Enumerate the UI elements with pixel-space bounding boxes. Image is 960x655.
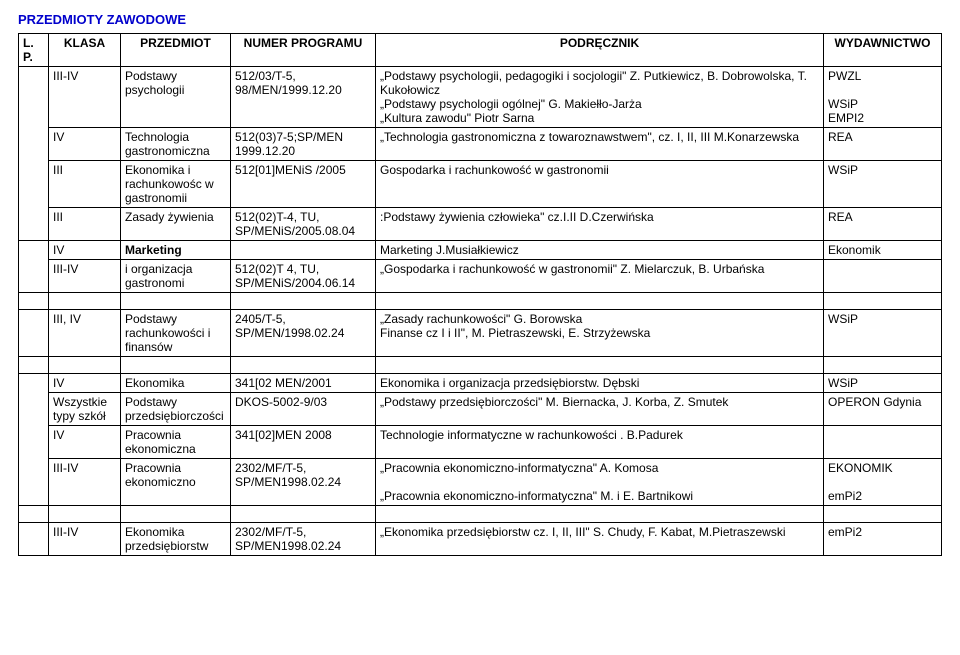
cell-pod: „Ekonomika przedsiębiorstw cz. I, II, II… — [376, 523, 824, 556]
cell-numer: 512(02)T-4, TU, SP/MENiS/2005.08.04 — [231, 208, 376, 241]
cell-przedmiot: Podstawy przedsiębiorczości — [121, 393, 231, 426]
table-row: III-IV Podstawy psychologii 512/03/T-5, … — [19, 67, 942, 128]
cell-przedmiot-label: Marketing — [125, 243, 182, 257]
cell-wyd — [824, 260, 942, 293]
spacer-row — [19, 293, 942, 310]
table-row: III-IV Ekonomika przedsiębiorstw 2302/MF… — [19, 523, 942, 556]
cell-przedmiot: Technologia gastronomiczna — [121, 128, 231, 161]
cell-pod: „Gospodarka i rachunkowość w gastronomii… — [376, 260, 824, 293]
table-header-row: L. P. KLASA PRZEDMIOT NUMER PROGRAMU POD… — [19, 34, 942, 67]
cell-numer: 2302/MF/T-5, SP/MEN1998.02.24 — [231, 459, 376, 506]
table-row: III-IV i organizacja gastronomi 512(02)T… — [19, 260, 942, 293]
cell-lp — [19, 260, 49, 293]
cell-numer: 512(03)7-5;SP/MEN 1999.12.20 — [231, 128, 376, 161]
col-przedmiot: PRZEDMIOT — [121, 34, 231, 67]
cell-lp — [19, 67, 49, 128]
col-numer: NUMER PROGRAMU — [231, 34, 376, 67]
cell-numer: DKOS-5002-9/03 — [231, 393, 376, 426]
cell-numer: 512/03/T-5, 98/MEN/1999.12.20 — [231, 67, 376, 128]
cell-pod: „Podstawy psychologii, pedagogiki i socj… — [376, 67, 824, 128]
cell-lp — [19, 161, 49, 208]
table-row: IV Marketing Marketing J.Musiałkiewicz E… — [19, 241, 942, 260]
table-row: III Zasady żywienia 512(02)T-4, TU, SP/M… — [19, 208, 942, 241]
cell-numer: 2302/MF/T-5, SP/MEN1998.02.24 — [231, 523, 376, 556]
cell-numer: 2405/T-5, SP/MEN/1998.02.24 — [231, 310, 376, 357]
cell-przedmiot: Ekonomika przedsiębiorstw — [121, 523, 231, 556]
cell-pod: „Pracownia ekonomiczno-informatyczna" A.… — [376, 459, 824, 506]
cell-klasa: III-IV — [49, 67, 121, 128]
cell-lp — [19, 523, 49, 556]
table-row: III, IV Podstawy rachunkowości i finansó… — [19, 310, 942, 357]
spacer-row — [19, 506, 942, 523]
cell-lp — [19, 459, 49, 506]
cell-klasa: III-IV — [49, 260, 121, 293]
cell-klasa: III-IV — [49, 523, 121, 556]
table-row: III-IV Pracownia ekonomiczno 2302/MF/T-5… — [19, 459, 942, 506]
cell-klasa: IV — [49, 374, 121, 393]
cell-lp — [19, 310, 49, 357]
cell-wyd: WSiP — [824, 161, 942, 208]
table-row: IV Ekonomika 341[02 MEN/2001 Ekonomika i… — [19, 374, 942, 393]
col-podrecznik: PODRĘCZNIK — [376, 34, 824, 67]
cell-lp — [19, 393, 49, 426]
cell-wyd: REA — [824, 208, 942, 241]
cell-wyd: PWZL WSiP EMPI2 — [824, 67, 942, 128]
cell-pod: Gospodarka i rachunkowość w gastronomii — [376, 161, 824, 208]
table-row: Wszystkie typy szkół Podstawy przedsiębi… — [19, 393, 942, 426]
cell-lp — [19, 241, 49, 260]
cell-wyd: Ekonomik — [824, 241, 942, 260]
cell-numer: 341[02]MEN 2008 — [231, 426, 376, 459]
cell-przedmiot: Podstawy rachunkowości i finansów — [121, 310, 231, 357]
cell-przedmiot: Pracownia ekonomiczno — [121, 459, 231, 506]
cell-pod: Ekonomika i organizacja przedsiębiorstw.… — [376, 374, 824, 393]
cell-klasa: IV — [49, 128, 121, 161]
cell-pod: „Podstawy przedsiębiorczości" M. Biernac… — [376, 393, 824, 426]
cell-klasa: IV — [49, 426, 121, 459]
cell-pod: Marketing J.Musiałkiewicz — [376, 241, 824, 260]
cell-przedmiot: Ekonomika — [121, 374, 231, 393]
table-row: IV Pracownia ekonomiczna 341[02]MEN 2008… — [19, 426, 942, 459]
cell-lp — [19, 426, 49, 459]
cell-klasa: III-IV — [49, 459, 121, 506]
col-klasa: KLASA — [49, 34, 121, 67]
cell-lp — [19, 208, 49, 241]
cell-klasa: Wszystkie typy szkół — [49, 393, 121, 426]
cell-numer: 512(02)T 4, TU, SP/MENiS/2004.06.14 — [231, 260, 376, 293]
cell-klasa: III, IV — [49, 310, 121, 357]
cell-przedmiot: Zasady żywienia — [121, 208, 231, 241]
cell-przedmiot: Ekonomika i rachunkowośc w gastronomii — [121, 161, 231, 208]
cell-pod: Technologie informatyczne w rachunkowośc… — [376, 426, 824, 459]
cell-numer: 512[01]MENiS /2005 — [231, 161, 376, 208]
spacer-row — [19, 357, 942, 374]
cell-pod: :Podstawy żywienia człowieka" cz.I.II D.… — [376, 208, 824, 241]
cell-klasa: III — [49, 161, 121, 208]
table-row: III Ekonomika i rachunkowośc w gastronom… — [19, 161, 942, 208]
cell-przedmiot: Marketing — [121, 241, 231, 260]
subjects-table: L. P. KLASA PRZEDMIOT NUMER PROGRAMU POD… — [18, 33, 942, 556]
cell-klasa: III — [49, 208, 121, 241]
col-lp: L. P. — [19, 34, 49, 67]
cell-lp — [19, 128, 49, 161]
cell-lp — [19, 374, 49, 393]
cell-wyd: REA — [824, 128, 942, 161]
cell-wyd: WSiP — [824, 310, 942, 357]
cell-pod: „Zasady rachunkowości" G. Borowska Finan… — [376, 310, 824, 357]
cell-przedmiot: Pracownia ekonomiczna — [121, 426, 231, 459]
cell-przedmiot: i organizacja gastronomi — [121, 260, 231, 293]
col-wyd: WYDAWNICTWO — [824, 34, 942, 67]
cell-wyd: WSiP — [824, 374, 942, 393]
cell-wyd: EKONOMIK emPi2 — [824, 459, 942, 506]
page-title: PRZEDMIOTY ZAWODOWE — [18, 12, 942, 27]
cell-numer: 341[02 MEN/2001 — [231, 374, 376, 393]
cell-numer — [231, 241, 376, 260]
cell-klasa: IV — [49, 241, 121, 260]
cell-wyd: emPi2 — [824, 523, 942, 556]
table-row: IV Technologia gastronomiczna 512(03)7-5… — [19, 128, 942, 161]
cell-wyd: OPERON Gdynia — [824, 393, 942, 426]
cell-wyd — [824, 426, 942, 459]
cell-pod: „Technologia gastronomiczna z towaroznaw… — [376, 128, 824, 161]
cell-przedmiot: Podstawy psychologii — [121, 67, 231, 128]
